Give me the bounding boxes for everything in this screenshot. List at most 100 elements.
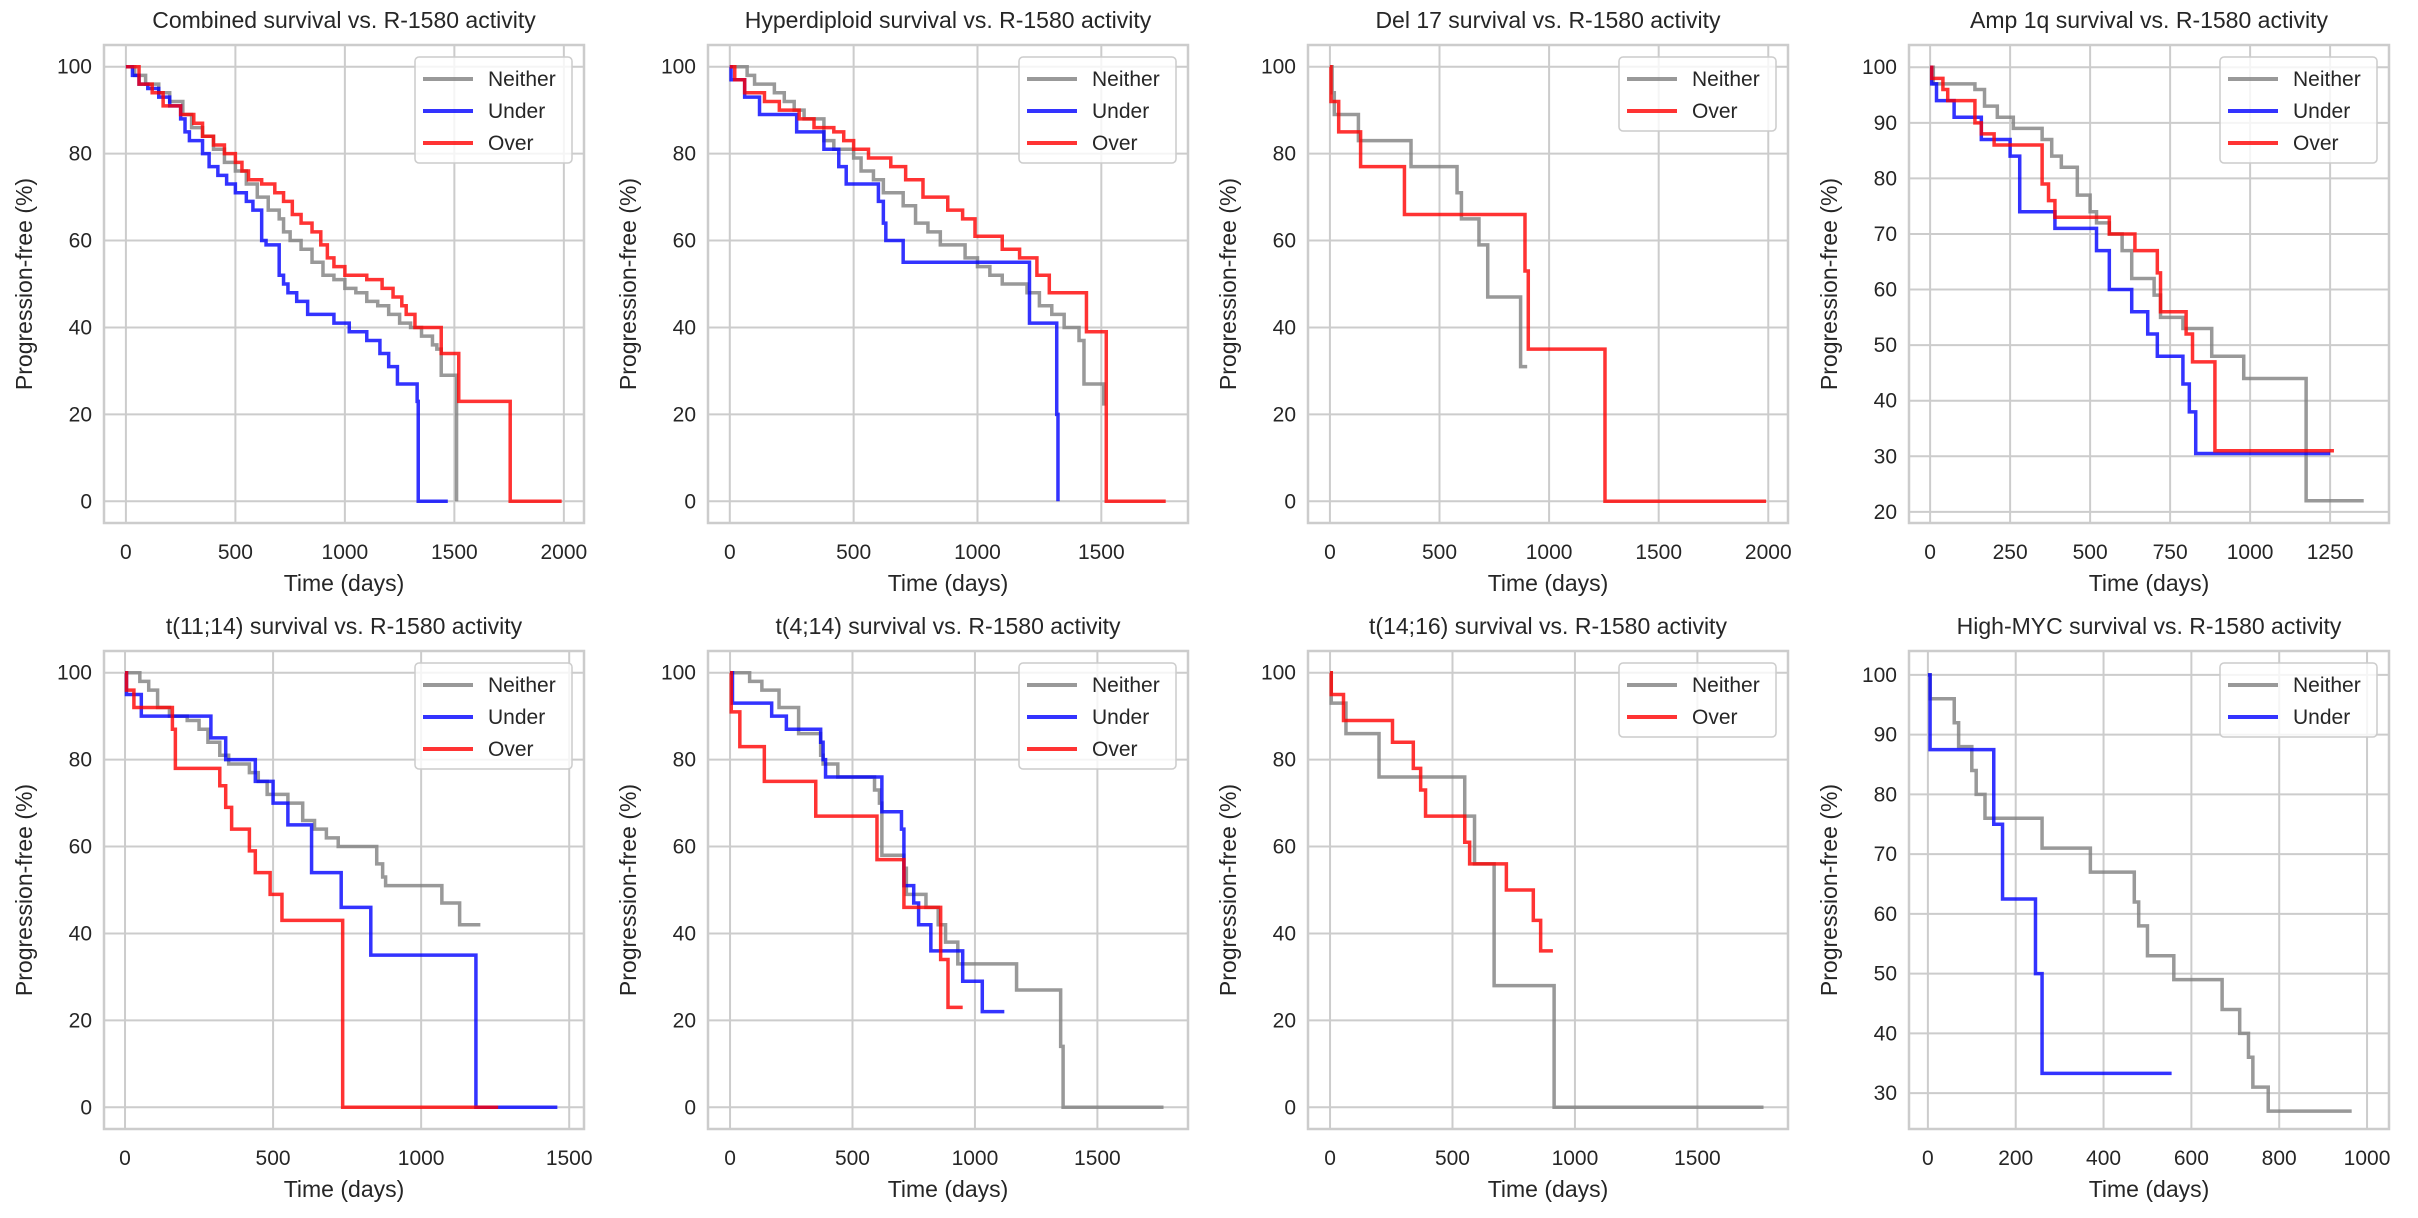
- subplot-title: Hyperdiploid survival vs. R-1580 activit…: [745, 7, 1152, 33]
- subplot-title: Amp 1q survival vs. R-1580 activity: [1970, 7, 2328, 33]
- axes-frame: [1306, 649, 1790, 1131]
- x-tick-label: 1000: [1526, 541, 1573, 564]
- x-tick-label: 750: [2153, 541, 2188, 564]
- series-under-line: [1927, 673, 2172, 1076]
- x-tick-label: 0: [120, 541, 132, 564]
- legend-label-neither: Neither: [2293, 68, 2361, 91]
- series-over-line: [1929, 65, 2334, 453]
- y-axis-label: Progression-free (%): [1215, 178, 1241, 390]
- x-tick-label: 0: [119, 1147, 131, 1170]
- y-axis-label: Progression-free (%): [615, 784, 641, 996]
- y-tick-label: 20: [1273, 1009, 1296, 1032]
- legend-label-over: Over: [1692, 100, 1738, 123]
- y-tick-label: 60: [69, 836, 92, 859]
- x-tick-label: 0: [1324, 541, 1336, 564]
- y-tick-label: 80: [673, 749, 696, 772]
- y-tick-label: 60: [69, 230, 92, 253]
- series-over-line: [1329, 64, 1767, 504]
- axes-frame: [1907, 43, 2391, 525]
- x-tick-label: 500: [1435, 1147, 1470, 1170]
- subplot-title: t(4;14) survival vs. R-1580 activity: [775, 613, 1121, 639]
- x-axis-label: Time (days): [888, 570, 1009, 596]
- y-tick-label: 20: [673, 403, 696, 426]
- y-tick-label: 80: [1874, 167, 1897, 190]
- legend-label-neither: Neither: [1092, 68, 1160, 91]
- legend-label-neither: Neither: [1092, 674, 1160, 697]
- x-tick-label: 0: [1924, 541, 1936, 564]
- subplot-3: 0 500 1000 1500 2000 0 20 40 60 80 100 Del 17 survi…: [1215, 7, 1792, 596]
- y-tick-label: 60: [1874, 279, 1897, 302]
- subplot-4: 0 250 500 750 1000 1250 20 30 40 50 60 70 80 90 100 Amp…: [1816, 7, 2391, 596]
- series-over-line: [125, 64, 562, 504]
- y-tick-label: 40: [673, 316, 696, 339]
- legend-label-under: Under: [488, 706, 545, 729]
- x-tick-label: 1500: [546, 1147, 593, 1170]
- legend: [1018, 662, 1177, 770]
- y-tick-label: 40: [69, 316, 92, 339]
- y-axis-label: Progression-free (%): [1215, 784, 1241, 996]
- x-tick-label: 1250: [2307, 541, 2354, 564]
- x-tick-label: 0: [1324, 1147, 1336, 1170]
- legend-label-neither: Neither: [2293, 674, 2361, 697]
- legend-label-under: Under: [2293, 100, 2350, 123]
- y-tick-label: 30: [1874, 445, 1897, 468]
- y-tick-label: 0: [1284, 1096, 1296, 1119]
- x-axis-label: Time (days): [888, 1176, 1009, 1202]
- series-neither-line: [729, 64, 1106, 406]
- y-tick-label: 60: [673, 230, 696, 253]
- y-tick-label: 80: [69, 143, 92, 166]
- legend-label-over: Over: [2293, 132, 2339, 155]
- axes-frame: [706, 43, 1190, 525]
- series-neither-line: [1927, 673, 2352, 1113]
- y-tick-label: 60: [673, 836, 696, 859]
- series-under-line: [1929, 65, 2331, 456]
- y-tick-label: 100: [1261, 662, 1296, 685]
- x-axis-label: Time (days): [1488, 570, 1609, 596]
- y-tick-label: 20: [69, 1009, 92, 1032]
- x-tick-label: 1000: [398, 1147, 445, 1170]
- y-tick-label: 0: [80, 490, 92, 513]
- subplot-title: High-MYC survival vs. R-1580 activity: [1957, 613, 2342, 639]
- x-tick-label: 0: [724, 541, 736, 564]
- y-tick-label: 80: [673, 143, 696, 166]
- x-tick-label: 1000: [954, 541, 1001, 564]
- y-axis-label: Progression-free (%): [615, 178, 641, 390]
- x-tick-label: 200: [1998, 1147, 2033, 1170]
- x-tick-label: 500: [2073, 541, 2108, 564]
- y-tick-label: 100: [57, 56, 92, 79]
- y-tick-label: 40: [69, 922, 92, 945]
- legend-label-under: Under: [1092, 100, 1149, 123]
- legend-label-neither: Neither: [1692, 68, 1760, 91]
- series-neither-line: [1329, 64, 1528, 369]
- y-tick-label: 80: [1273, 143, 1296, 166]
- y-tick-label: 40: [1273, 316, 1296, 339]
- y-tick-label: 20: [1273, 403, 1296, 426]
- series-over-line: [729, 64, 1166, 504]
- y-tick-label: 0: [80, 1096, 92, 1119]
- subplot-title: Del 17 survival vs. R-1580 activity: [1375, 7, 1721, 33]
- legend-label-neither: Neither: [488, 674, 556, 697]
- axes-frame: [102, 43, 586, 525]
- subplot-2: 0 500 1000 1500 0 20 40 60 80 100 Hyperdiploid sur…: [615, 7, 1190, 596]
- x-tick-label: 1500: [1635, 541, 1682, 564]
- y-axis-label: Progression-free (%): [11, 784, 37, 996]
- y-tick-label: 80: [1874, 783, 1897, 806]
- y-tick-label: 40: [1273, 922, 1296, 945]
- x-tick-label: 1000: [1552, 1147, 1599, 1170]
- y-tick-label: 90: [1874, 112, 1897, 135]
- y-tick-label: 0: [1284, 490, 1296, 513]
- legend: [414, 56, 573, 164]
- x-tick-label: 2000: [540, 541, 587, 564]
- y-tick-label: 20: [1874, 501, 1897, 524]
- y-tick-label: 50: [1874, 963, 1897, 986]
- y-tick-label: 20: [69, 403, 92, 426]
- axes-frame: [706, 649, 1190, 1131]
- series-under-line: [124, 670, 558, 1110]
- legend-label-over: Over: [1692, 706, 1738, 729]
- axes-frame: [1907, 649, 2391, 1131]
- legend: [1018, 56, 1177, 164]
- subplot-5: 0 500 1000 1500 0 20 40 60 80 100 t(11;14) surviva…: [11, 613, 593, 1202]
- legend-label-over: Over: [488, 132, 534, 155]
- y-tick-label: 70: [1874, 843, 1897, 866]
